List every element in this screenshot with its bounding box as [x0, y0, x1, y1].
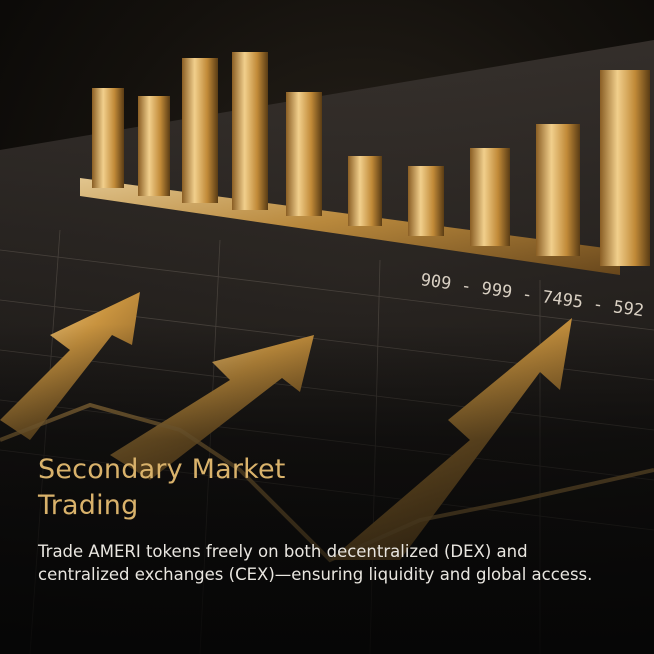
card-title-line-2: Trading: [38, 490, 139, 521]
gold-bar: [408, 166, 444, 236]
gold-bar: [286, 92, 322, 216]
text-backdrop-gradient: [0, 324, 654, 654]
gold-bar: [600, 70, 650, 266]
gold-bar: [138, 96, 170, 196]
gold-bar: [348, 156, 382, 226]
gold-bar: [470, 148, 510, 246]
gold-bar: [536, 124, 580, 256]
gold-bars: [92, 52, 650, 266]
card-title-line-1: Secondary Market: [38, 454, 286, 485]
card-title: Secondary Market Trading: [38, 452, 458, 524]
card-description: Trade AMERI tokens freely on both decent…: [38, 542, 593, 584]
gold-bar: [92, 88, 124, 188]
gold-bar: [182, 58, 218, 203]
gold-bar: [232, 52, 268, 210]
